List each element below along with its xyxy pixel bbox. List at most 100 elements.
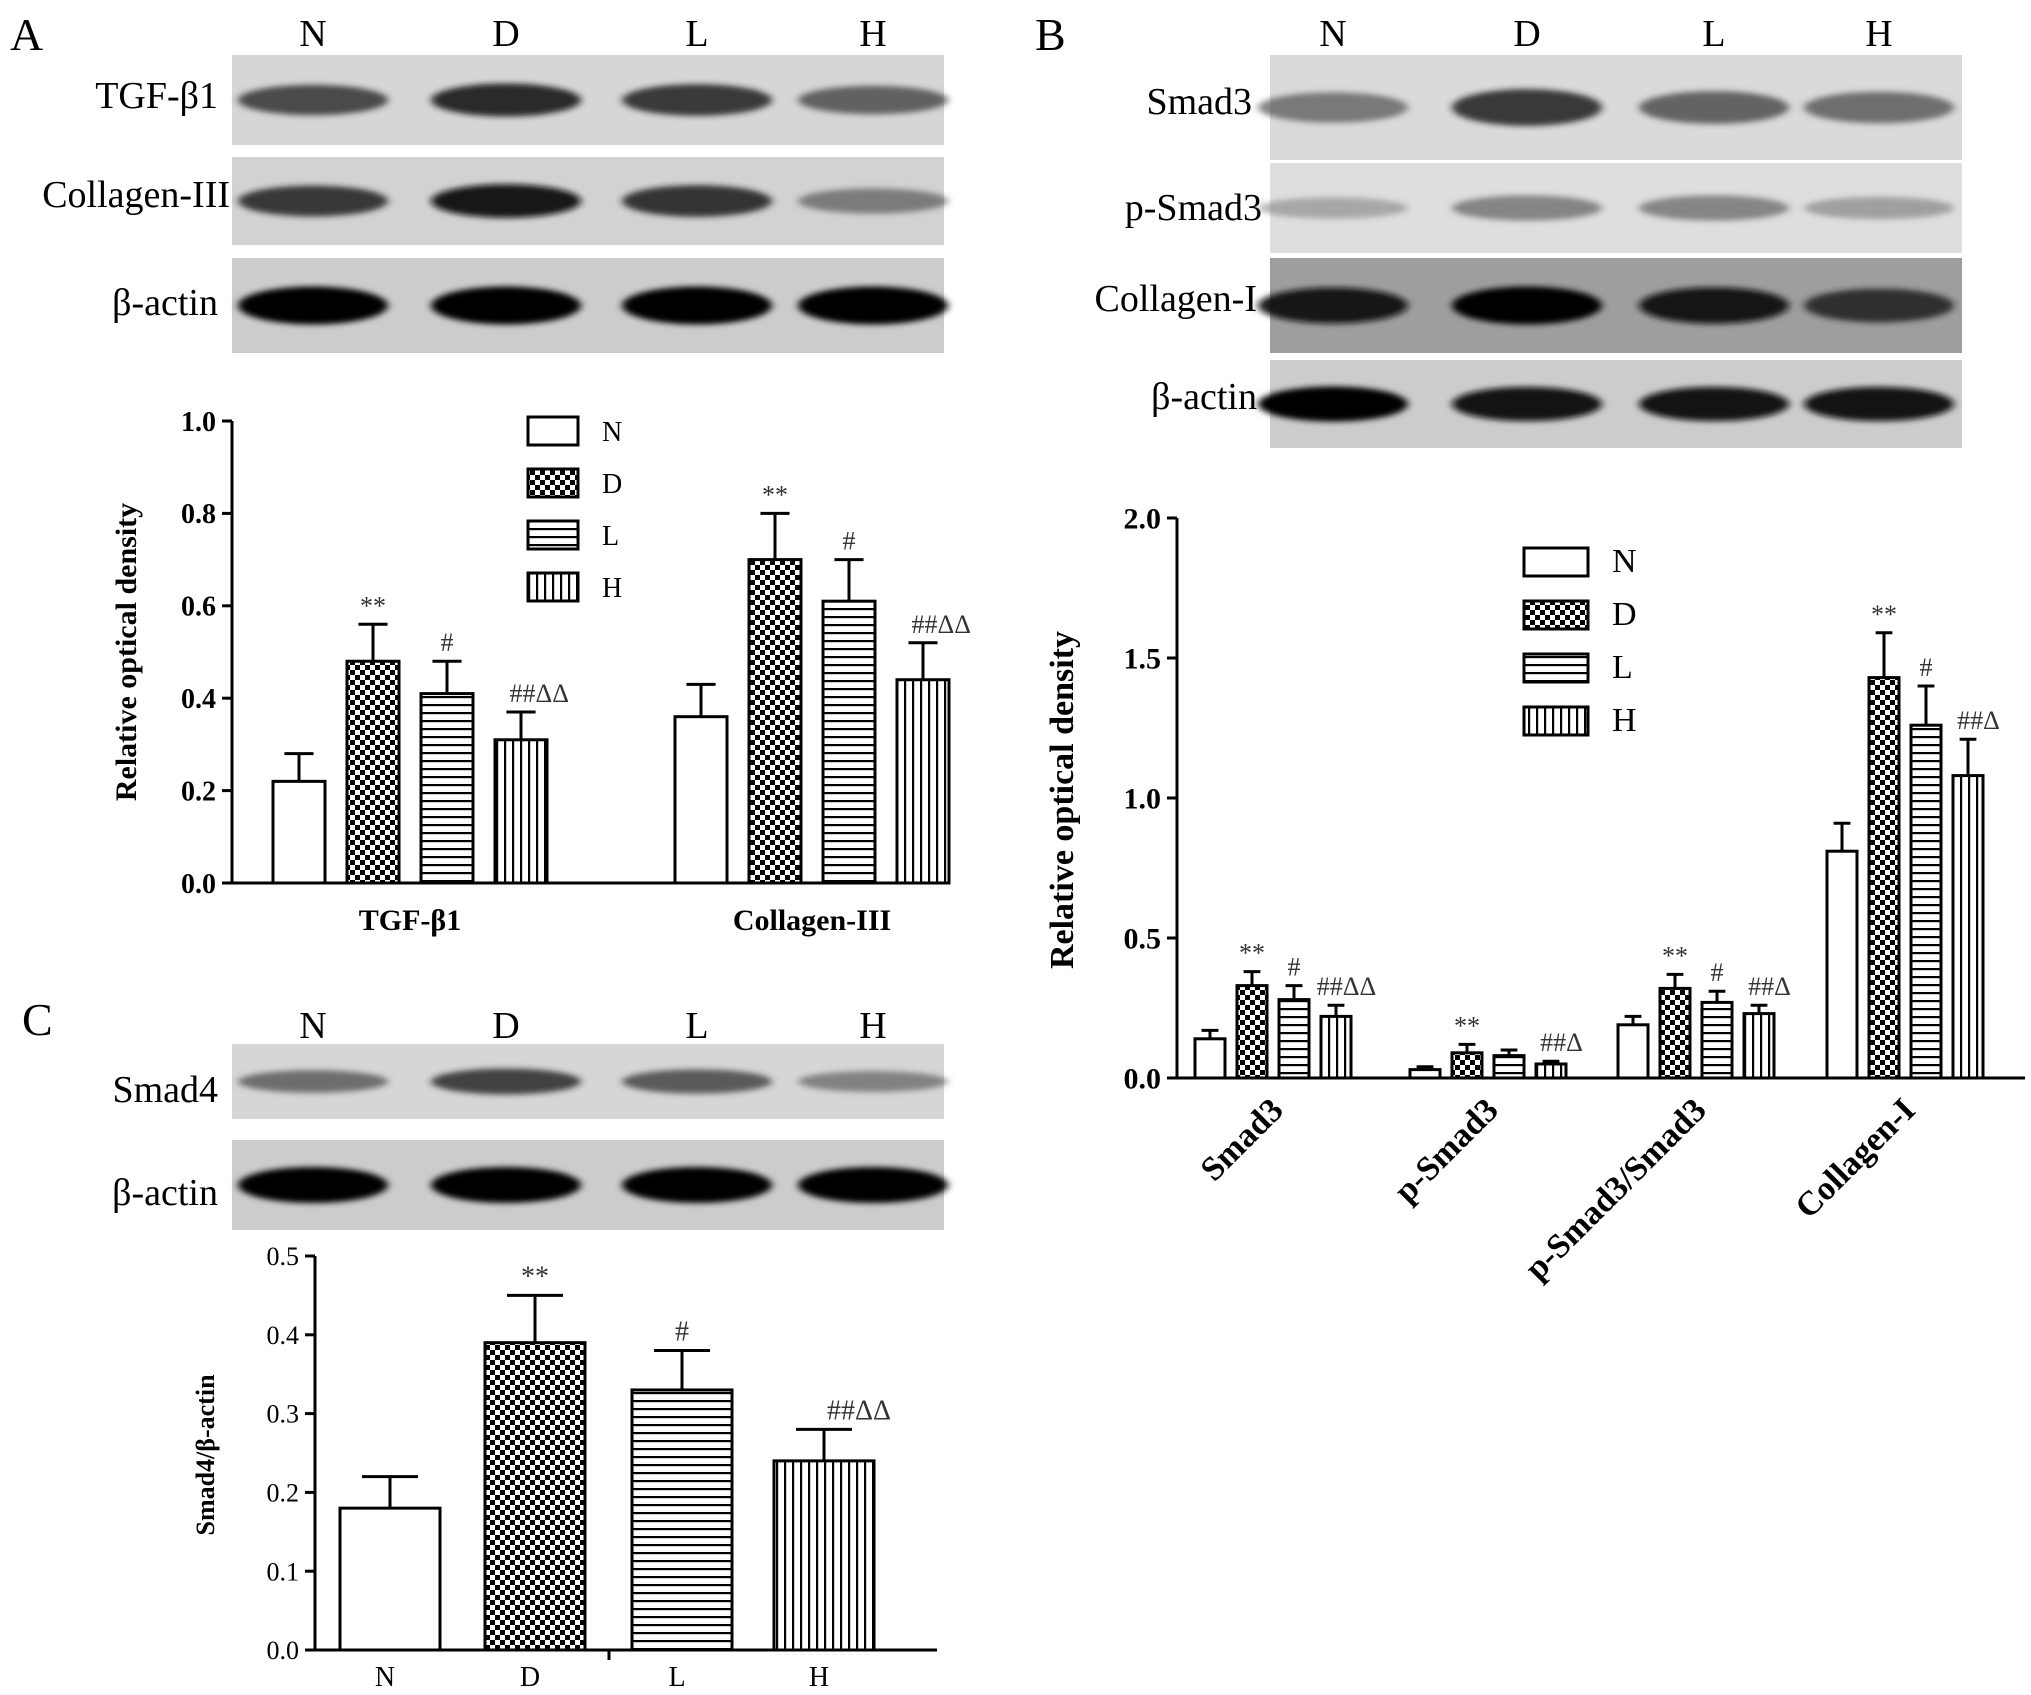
bar [1450,1051,1484,1080]
legend-swatch [526,467,580,499]
significance-label: ##ΔΔ [911,610,970,639]
lane-label: L [1702,13,1725,55]
significance-label: ##Δ [1540,1028,1583,1057]
protein-band [798,1071,948,1092]
protein-band [798,286,948,325]
protein-band [431,83,581,117]
bar [1867,676,1901,1080]
significance-label: # [1288,953,1301,982]
x-category-label: H [809,1662,829,1693]
legend-label: L [1612,649,1633,686]
x-category-label: Collagen-I [1788,1091,1922,1225]
blot-strip [232,55,948,145]
significance-label: ##ΔΔ [1317,972,1376,1001]
panel-letter-a: A [10,9,43,60]
protein-band [622,286,772,325]
protein-band [622,84,772,116]
protein-band [1639,386,1789,422]
y-axis-title: Smad4/β-actin [191,1374,220,1536]
y-tick-label: 0.5 [1124,923,1162,956]
blot-strip [1258,163,1962,253]
legend-label: H [1612,702,1637,739]
blot-label-collagen-iii: Collagen-III [42,174,230,216]
y-tick-label: 2.0 [1124,503,1162,536]
chart-panel-b: 0.0 0.5 1.0 1.5 2.0 ** ** ** ** # # # ##ΔΔ ##Δ ##Δ ##Δ S… [1044,503,2025,1287]
protein-band [431,1167,581,1203]
bar [1193,1037,1227,1080]
significance-label: # [675,1317,689,1348]
blot-label-smad3: Smad3 [1146,81,1252,123]
panel-b-blots [1258,55,1962,448]
lane-label: D [492,1005,519,1047]
significance-label: ** [762,480,788,509]
lane-label: D [492,13,519,55]
significance-label: ** [1871,600,1897,629]
protein-band [1258,386,1408,422]
x-category-label: D [520,1662,540,1693]
y-tick-label: 0.1 [267,1557,300,1586]
y-tick-label: 0.6 [181,592,216,623]
blot-label-p-smad3: p-Smad3 [1125,187,1262,229]
x-category-label: TGF-β1 [359,904,461,937]
protein-band [431,184,581,218]
lane-label: L [685,1005,708,1047]
protein-band [1804,288,1954,323]
bar [630,1388,734,1652]
y-tick-label: 1.0 [181,407,216,438]
bar [1408,1068,1442,1080]
significance-label: # [1920,653,1933,682]
x-category-label: p-Smad3 [1387,1091,1505,1209]
panel-c-blots [232,1044,948,1230]
bar [1658,986,1692,1080]
blot-strip [1258,55,1962,160]
bar [1277,998,1311,1080]
protein-band [1452,286,1602,325]
y-tick-label: 0.0 [267,1636,300,1665]
legend-label: N [602,417,622,448]
protein-band [798,188,948,214]
significance-label: ** [1454,1011,1480,1040]
bar [772,1459,876,1652]
y-tick-label: 0.4 [181,684,216,715]
lane-label: N [1319,13,1346,55]
bar [345,659,401,885]
legend-swatch [1522,599,1590,631]
panel-b-blot-labels: Smad3 p-Smad3 Collagen-I β-actin [1094,81,1262,418]
significance-label: ** [521,1261,549,1292]
protein-band [238,286,388,325]
significance-label: ** [1239,939,1265,968]
protein-band [431,286,581,325]
legend-swatch [526,415,580,447]
bar [1825,849,1859,1080]
blot-label-smad4: Smad4 [112,1069,218,1111]
y-tick-label: 0.4 [267,1321,300,1350]
protein-band [798,85,948,115]
y-tick-label: 0.5 [267,1242,300,1271]
chart-panel-a: 0.0 0.2 0.4 0.6 0.8 1.0 ** ** # # ##ΔΔ ##ΔΔ TGF-β1 Co… [110,407,971,937]
protein-band [1258,197,1408,219]
bar [271,779,327,885]
bar [821,599,877,885]
protein-band [622,1069,772,1094]
y-tick-label: 1.0 [1124,783,1162,816]
protein-band [622,185,772,217]
chart-panel-c: 0.0 0.1 0.2 0.3 0.4 0.5 ** # ##ΔΔ N D L H Smad4/β-act… [191,1242,937,1693]
y-tick-label: 0.0 [1124,1063,1162,1096]
x-category-label: N [375,1662,395,1693]
legend-swatch [1522,705,1590,737]
lane-label: H [859,1005,886,1047]
significance-label: ** [360,591,386,620]
blot-label-actin: β-actin [112,1172,218,1214]
bar [493,738,549,885]
legend-label: N [1612,543,1637,580]
blot-strip [1258,360,1962,448]
bar [1235,984,1269,1080]
bar [1742,1012,1776,1080]
lane-label: N [299,13,326,55]
protein-band [1452,89,1602,126]
bar [895,678,951,885]
x-category-label: Smad3 [1194,1091,1291,1188]
legend-label: L [602,521,619,552]
blot-strip [232,1044,948,1119]
